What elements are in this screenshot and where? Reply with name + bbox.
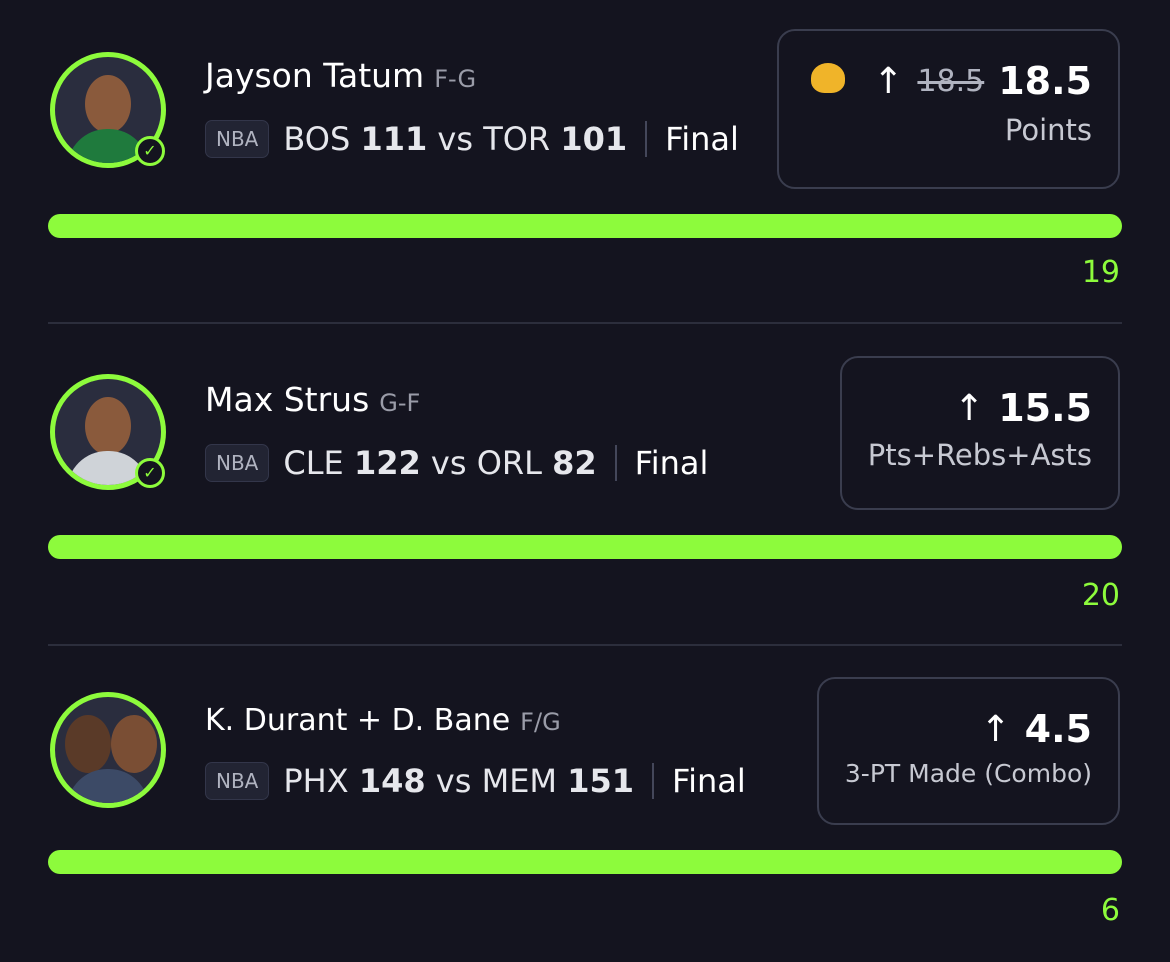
game-status: Final	[671, 762, 746, 800]
avatar	[50, 692, 166, 808]
player-name: Jayson Tatum F-G	[205, 56, 476, 95]
game-info: NBA PHX 148 vs MEM 151 Final	[205, 762, 746, 800]
stat-type: Points	[1004, 113, 1092, 147]
divider	[614, 445, 617, 481]
stat-type: 3-PT Made (Combo)	[844, 759, 1092, 788]
game-status: Final	[665, 120, 739, 158]
stat-type: Pts+Rebs+Asts	[867, 438, 1092, 472]
line-box[interactable]: ↑ 18.5 18.5 Points	[777, 29, 1120, 189]
line-box[interactable]: ↑ 15.5 Pts+Rebs+Asts	[839, 356, 1120, 510]
player-position: G-F	[379, 389, 421, 417]
line-value: 18.5	[998, 59, 1092, 103]
player-name: K. Durant + D. Bane F/G	[205, 703, 561, 738]
result-value: 6	[1100, 893, 1120, 928]
league-badge: NBA	[205, 762, 270, 800]
old-line: 18.5	[917, 63, 985, 99]
player-name-text: K. Durant + D. Bane	[205, 703, 511, 738]
game-status: Final	[634, 444, 709, 482]
row-divider	[48, 322, 1122, 324]
progress-bar	[48, 535, 1122, 559]
game-info: NBA BOS 111 vs TOR 101 Final	[205, 120, 739, 158]
player-name-text: Jayson Tatum	[205, 56, 425, 95]
line-value: 15.5	[998, 386, 1092, 430]
arrow-up-icon: ↑	[954, 387, 985, 429]
divider	[645, 121, 648, 157]
avatar	[50, 374, 166, 490]
score: PHX 148 vs MEM 151	[283, 762, 634, 800]
arrow-up-icon: ↑	[980, 708, 1011, 750]
league-badge: NBA	[205, 120, 270, 158]
score: BOS 111 vs TOR 101	[283, 120, 628, 158]
player-position: F/G	[520, 708, 561, 736]
result-value: 20	[1081, 578, 1120, 613]
result-value: 19	[1081, 255, 1120, 290]
taco-mascot-icon	[805, 57, 853, 105]
line-value: 4.5	[1024, 707, 1092, 751]
player-position: F-G	[434, 65, 477, 93]
progress-bar	[48, 850, 1122, 874]
arrow-up-icon: ↑	[873, 60, 904, 102]
game-info: NBA CLE 122 vs ORL 82 Final	[205, 444, 708, 482]
progress-bar	[48, 214, 1122, 238]
divider	[651, 763, 654, 799]
check-icon: ✓	[135, 136, 165, 166]
row-divider	[48, 644, 1122, 646]
league-badge: NBA	[205, 444, 270, 482]
score: CLE 122 vs ORL 82	[283, 444, 597, 482]
line-box[interactable]: ↑ 4.5 3-PT Made (Combo)	[816, 677, 1120, 825]
player-name: Max Strus G-F	[205, 380, 420, 419]
avatar	[50, 52, 166, 168]
player-name-text: Max Strus	[205, 380, 370, 419]
check-icon: ✓	[135, 458, 165, 488]
